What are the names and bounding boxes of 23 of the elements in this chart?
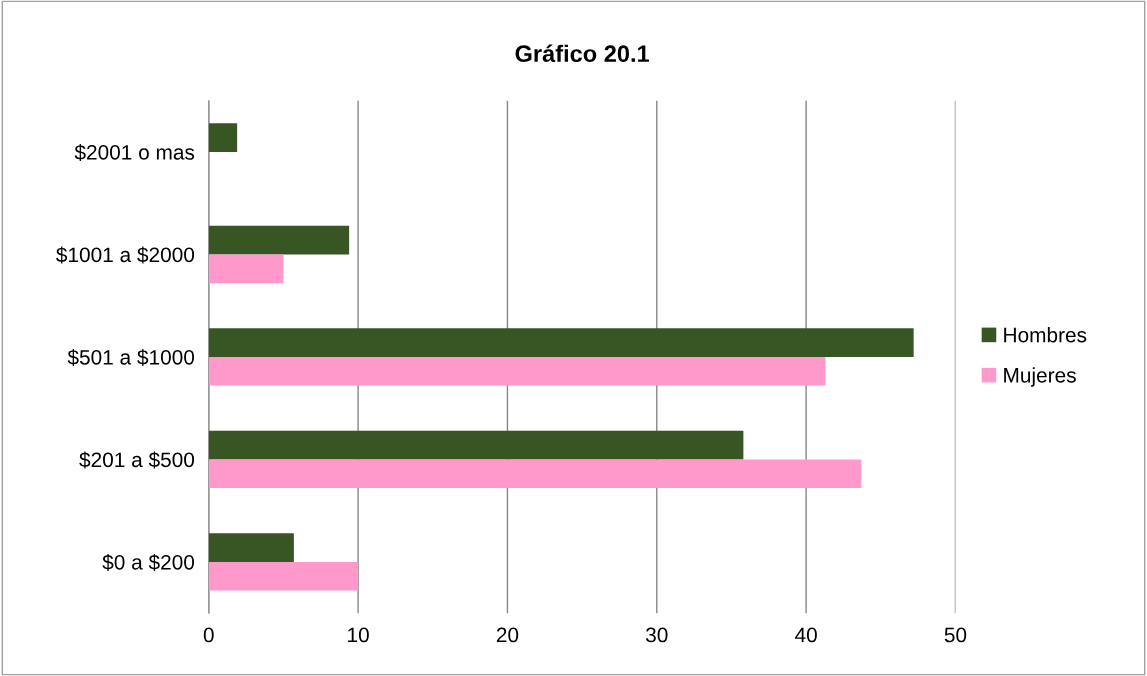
x-tick-label: 20 [496, 627, 519, 643]
bar [208, 459, 862, 489]
x-tick-label: 30 [645, 627, 668, 643]
y-tick-label: $201 a $500 [79, 451, 195, 469]
y-tick-label: $501 a $1000 [67, 349, 195, 366]
y-tick-label: $1001 a $2000 [56, 246, 195, 264]
bar [208, 123, 238, 152]
bar [208, 225, 350, 255]
y-tick-label: $0 a $200 [102, 554, 195, 571]
y-tick-label: $2001 o mas [74, 144, 195, 161]
bar [208, 356, 826, 386]
bar [208, 328, 914, 357]
legend-label: Mujeres [1004, 367, 1076, 387]
x-tick-label: 50 [944, 627, 967, 643]
x-tick-label: 40 [795, 627, 817, 643]
bar [208, 561, 359, 591]
x-tick-label: 10 [348, 627, 369, 643]
chart-title: Gráfico 20.1 [515, 44, 650, 63]
bar [208, 533, 294, 562]
bar [208, 254, 284, 284]
legend-label: Hombres [1004, 327, 1087, 343]
bar [208, 430, 744, 460]
x-tick-label: 0 [203, 627, 214, 643]
